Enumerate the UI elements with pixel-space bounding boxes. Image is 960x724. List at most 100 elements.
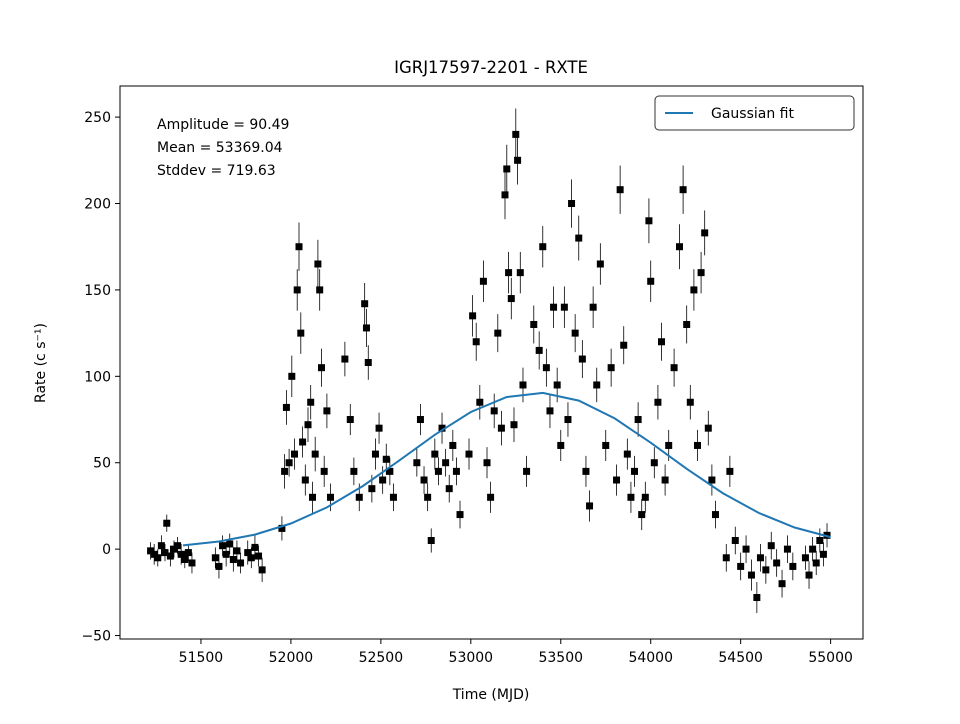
data-point [589, 303, 597, 311]
data-point [258, 566, 266, 574]
data-point [424, 493, 432, 501]
data-point [683, 320, 691, 328]
data-point [382, 455, 390, 463]
data-point [627, 493, 635, 501]
data-point [631, 467, 639, 475]
data-point [386, 467, 394, 475]
data-point [299, 438, 307, 446]
data-point [542, 364, 550, 372]
data-point [304, 421, 312, 429]
data-point [593, 381, 601, 389]
data-point [586, 502, 594, 510]
y-tick-label: 100 [84, 369, 111, 385]
data-point [278, 524, 286, 532]
data-point [487, 493, 495, 501]
data-point [665, 441, 673, 449]
data-point [690, 286, 698, 294]
data-point [503, 165, 511, 173]
data-point [237, 559, 245, 567]
data-point [416, 416, 424, 424]
data-point [281, 467, 289, 475]
data-point [553, 381, 561, 389]
data-point [188, 559, 196, 567]
chart-title: IGRJ17597-2201 - RXTE [394, 58, 588, 77]
data-point [247, 554, 255, 562]
data-point [389, 493, 397, 501]
data-point [816, 536, 824, 544]
data-point [431, 450, 439, 458]
data-point [819, 550, 827, 558]
data-point [497, 424, 505, 432]
data-point [767, 542, 775, 550]
data-point [166, 552, 174, 560]
data-point [778, 580, 786, 588]
data-point [607, 364, 615, 372]
data-point [789, 562, 797, 570]
y-tick-label: 0 [102, 542, 111, 558]
data-point [288, 372, 296, 380]
data-point [469, 312, 477, 320]
data-point [560, 303, 568, 311]
data-point [452, 467, 460, 475]
plot-frame [119, 85, 864, 640]
data-point [184, 549, 192, 557]
data-point [613, 476, 621, 484]
x-tick-label: 51500 [179, 650, 224, 666]
data-point [307, 398, 315, 406]
data-point [211, 554, 219, 562]
data-point [326, 493, 334, 501]
data-point [154, 554, 162, 562]
data-point [647, 277, 655, 285]
data-point [226, 540, 234, 548]
data-point [445, 485, 453, 493]
data-point [812, 559, 820, 567]
data-point [177, 550, 185, 558]
data-point [546, 407, 554, 415]
x-tick-label: 54000 [628, 650, 673, 666]
data-point [805, 571, 813, 579]
data-point [535, 346, 543, 354]
data-point [530, 320, 538, 328]
data-point [215, 562, 223, 570]
x-tick-label: 55000 [808, 650, 853, 666]
data-point [355, 493, 363, 501]
data-point [413, 459, 421, 467]
data-point [438, 424, 446, 432]
data-point [147, 547, 155, 555]
data-point [708, 476, 716, 484]
data-point [602, 441, 610, 449]
data-point [229, 556, 237, 564]
data-point [638, 511, 646, 519]
data-point [479, 277, 487, 285]
data-point [163, 519, 171, 527]
data-point [308, 493, 316, 501]
data-point [679, 186, 687, 194]
data-point [174, 542, 182, 550]
data-point [375, 424, 383, 432]
data-point [571, 329, 579, 337]
data-point [519, 381, 527, 389]
data-point [711, 511, 719, 519]
data-point [311, 450, 319, 458]
data-point [317, 364, 325, 372]
data-point [773, 559, 781, 567]
data-point [293, 286, 301, 294]
data-point [316, 286, 324, 294]
data-point [514, 156, 522, 164]
data-point [801, 554, 809, 562]
data-point [654, 398, 662, 406]
data-point [483, 459, 491, 467]
data-point [753, 594, 761, 602]
data-point [157, 542, 165, 550]
legend-box [654, 95, 855, 131]
data-point [501, 191, 509, 199]
data-point [427, 536, 435, 544]
data-point [371, 450, 379, 458]
data-point [686, 398, 694, 406]
data-point [742, 545, 750, 553]
data-point [645, 217, 653, 225]
data-point [420, 476, 428, 484]
data-point [575, 234, 583, 242]
data-point [456, 511, 464, 519]
data-point [291, 450, 299, 458]
